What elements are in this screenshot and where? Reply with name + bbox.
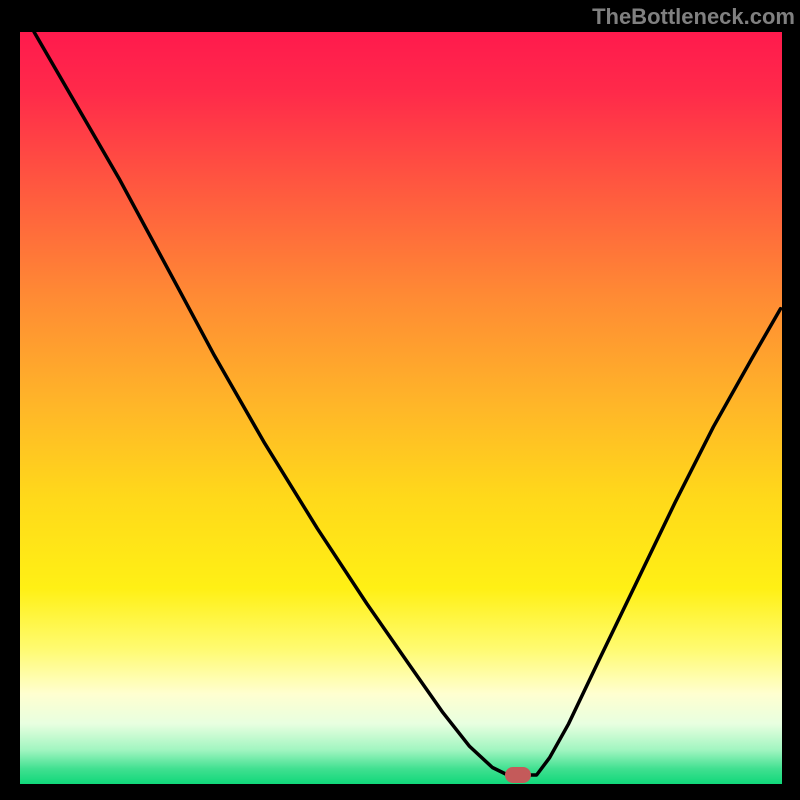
watermark-text: TheBottleneck.com xyxy=(592,4,795,30)
bottleneck-curve xyxy=(20,32,782,784)
plot-area xyxy=(20,32,782,784)
optimum-marker xyxy=(505,767,531,783)
